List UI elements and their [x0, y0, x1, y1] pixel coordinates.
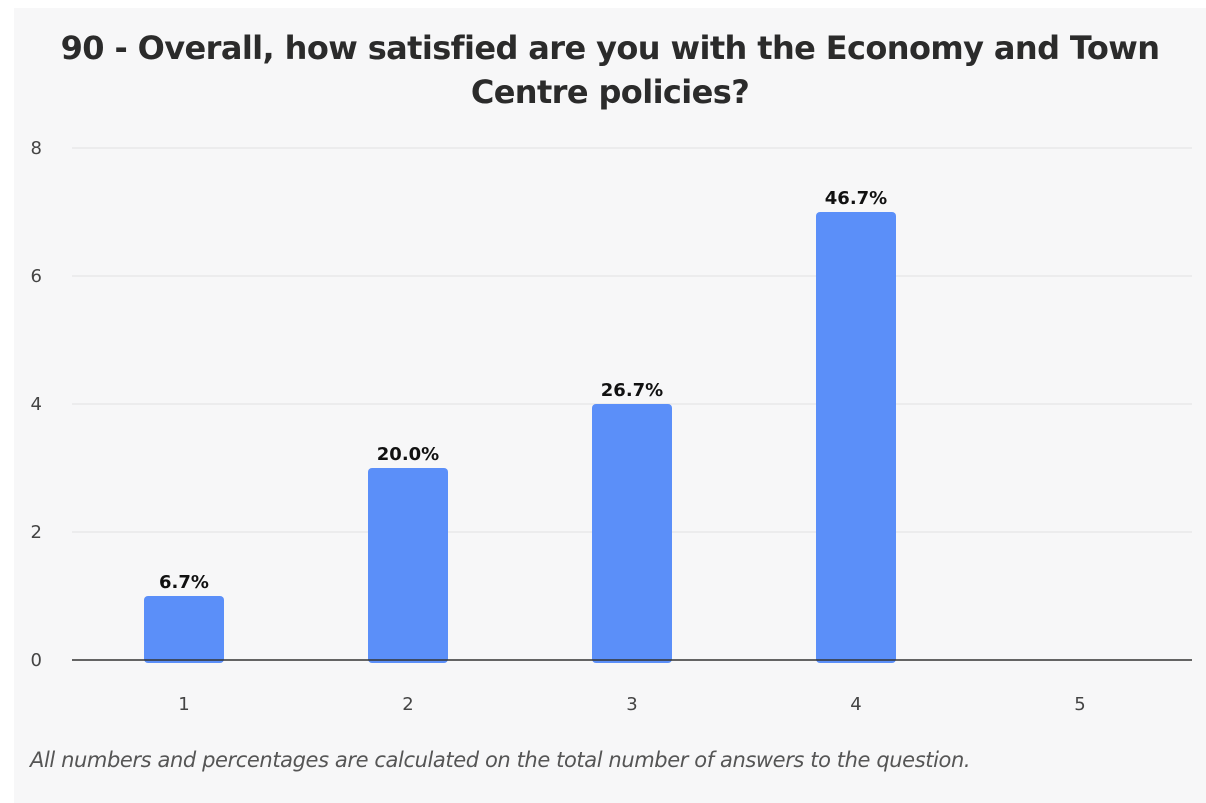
x-axis-ticks: 1 2 3 4 5: [178, 694, 1085, 715]
y-tick-label: 2: [31, 522, 42, 543]
chart-title: 90 - Overall, how satisfied are you with…: [60, 29, 1160, 111]
y-tick-label: 6: [31, 266, 42, 287]
x-tick-label: 4: [850, 694, 861, 715]
y-tick-label: 0: [31, 650, 42, 671]
x-tick-label: 3: [626, 694, 637, 715]
bar: [816, 212, 896, 663]
footnote: All numbers and percentages are calculat…: [30, 748, 971, 772]
x-tick-label: 1: [178, 694, 189, 715]
x-tick-label: 2: [402, 694, 413, 715]
bar: [368, 468, 448, 663]
bar: [144, 596, 224, 663]
y-axis-ticks: 0 2 4 6 8: [31, 138, 42, 671]
bar-chart: 0 2 4 6 8 6.7% 20.0% 26.7% 46.7% 1 2 3 4 5: [31, 138, 1192, 715]
data-labels: 6.7% 20.0% 26.7% 46.7%: [159, 188, 887, 593]
data-label: 20.0%: [377, 444, 439, 465]
chart-card: 90 - Overall, how satisfied are you with…: [14, 8, 1206, 803]
bar: [592, 404, 672, 663]
y-tick-label: 8: [31, 138, 42, 159]
data-label: 46.7%: [825, 188, 887, 209]
data-label: 6.7%: [159, 572, 209, 593]
x-tick-label: 5: [1074, 694, 1085, 715]
data-label: 26.7%: [601, 380, 663, 401]
bars: [144, 212, 896, 663]
y-tick-label: 4: [31, 394, 42, 415]
